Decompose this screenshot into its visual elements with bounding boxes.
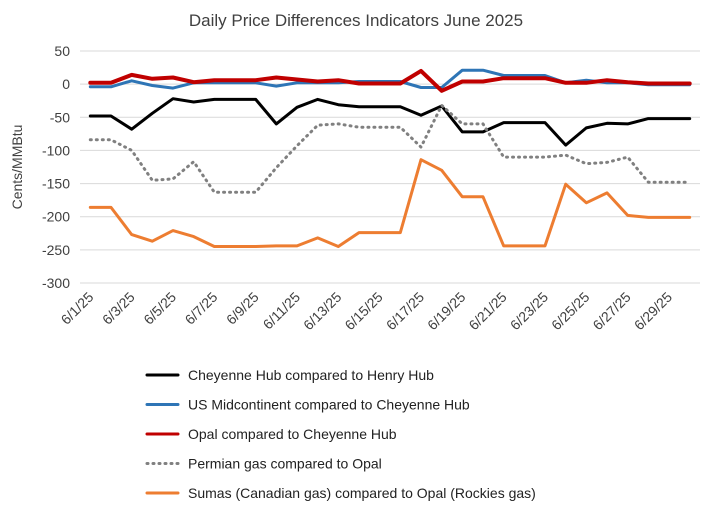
legend-label-3: Opal compared to Cheyenne Hub — [188, 426, 397, 442]
series-line-1 — [88, 97, 692, 147]
y-axis-ticks: 50 0 -50 -100 -150 -200 -250 -300 — [42, 43, 70, 291]
x-tick-label: 6/1/25 — [58, 289, 97, 328]
x-tick-label: 6/19/25 — [424, 289, 468, 333]
gridlines — [80, 50, 700, 284]
x-axis-ticks: 6/1/25 6/3/25 6/5/25 6/7/25 6/9/256/11/256/1… — [58, 289, 676, 333]
x-tick-label: 6/27/25 — [589, 289, 633, 333]
x-tick-label: 6/11/25 — [260, 289, 304, 333]
legend: Cheyenne Hub compared to Henry Hub US Mid… — [145, 367, 536, 501]
series-line-4 — [88, 103, 692, 194]
legend-label-2: US Midcontinent compared to Cheyenne Hub — [188, 397, 470, 413]
x-tick-label: 6/3/25 — [99, 289, 138, 328]
series-line-3 — [88, 68, 692, 93]
y-tick-label: 0 — [62, 76, 70, 92]
x-tick-label: 6/13/25 — [300, 289, 344, 333]
series-lines — [88, 68, 692, 248]
y-tick-label: -300 — [42, 275, 70, 291]
y-tick-label: -250 — [42, 242, 70, 258]
x-tick-label: 6/17/25 — [383, 289, 427, 333]
x-tick-label: 6/25/25 — [548, 289, 592, 333]
y-tick-label: 50 — [54, 43, 70, 59]
legend-label-1: Cheyenne Hub compared to Henry Hub — [188, 367, 434, 383]
y-tick-label: -200 — [42, 209, 70, 225]
x-tick-label: 6/9/25 — [223, 289, 262, 328]
x-tick-label: 6/15/25 — [341, 289, 385, 333]
series-line-5 — [88, 158, 692, 248]
x-tick-label: 6/23/25 — [507, 289, 551, 333]
legend-label-5: Sumas (Canadian gas) compared to Opal (R… — [188, 485, 536, 501]
chart-title: Daily Price Differences Indicators June … — [189, 11, 523, 30]
y-tick-label: -50 — [50, 109, 70, 125]
y-tick-label: -150 — [42, 176, 70, 192]
y-axis-label: Cents/MMBtu — [9, 125, 25, 210]
y-tick-label: -100 — [42, 142, 70, 158]
x-tick-label: 6/29/25 — [631, 289, 675, 333]
legend-label-4: Permian gas compared to Opal — [188, 456, 382, 472]
x-tick-label: 6/21/25 — [465, 289, 509, 333]
x-tick-label: 6/5/25 — [140, 289, 179, 328]
x-tick-label: 6/7/25 — [182, 289, 221, 328]
